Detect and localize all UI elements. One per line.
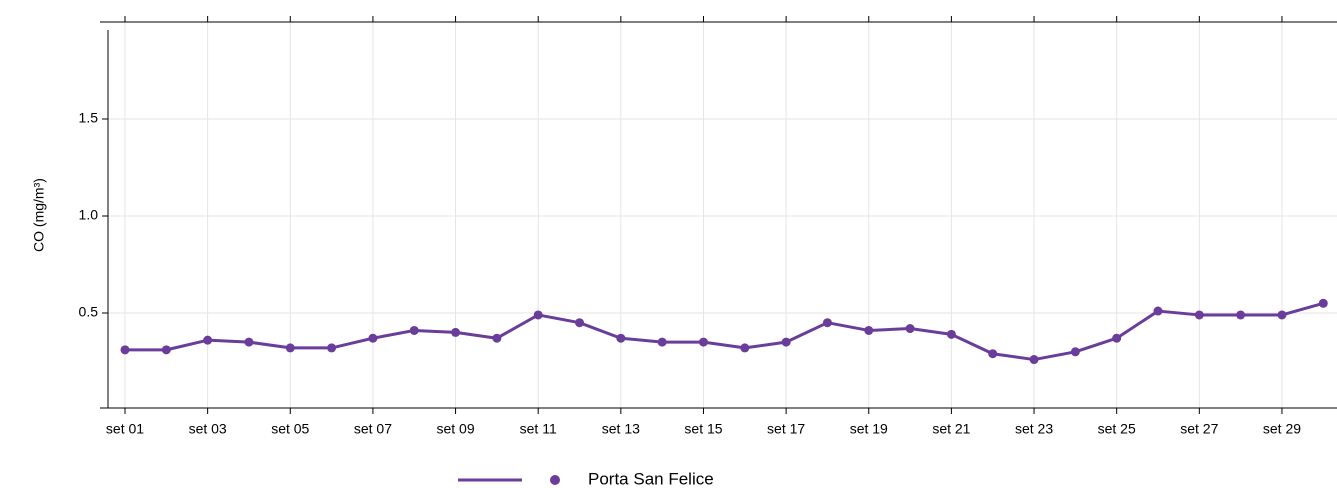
x-tick-label: set 11: [520, 421, 557, 437]
data-point: [492, 333, 502, 343]
data-point: [740, 343, 750, 353]
data-point: [327, 343, 337, 353]
data-point: [698, 337, 708, 347]
x-tick-label: set 27: [1180, 421, 1218, 437]
legend-marker: [550, 475, 560, 485]
data-point: [161, 345, 171, 355]
data-point: [203, 335, 213, 345]
data-point: [905, 324, 915, 334]
y-tick-label: 0.5: [79, 304, 99, 320]
x-tick-label: set 25: [1098, 421, 1136, 437]
data-point: [988, 349, 998, 359]
data-point: [1070, 347, 1080, 357]
data-point: [533, 310, 543, 320]
x-tick-label: set 07: [354, 421, 392, 437]
y-axis-label: CO (mg/m³): [31, 178, 47, 252]
x-tick-label: set 09: [436, 421, 474, 437]
x-tick-label: set 05: [271, 421, 309, 437]
data-point: [409, 325, 419, 335]
data-point: [575, 318, 585, 328]
data-point: [1194, 310, 1204, 320]
data-point: [864, 325, 874, 335]
y-tick-label: 1.0: [79, 207, 99, 223]
data-point: [781, 337, 791, 347]
data-point: [120, 345, 130, 355]
data-point: [1153, 306, 1163, 316]
x-tick-label: set 03: [189, 421, 227, 437]
x-tick-label: set 29: [1263, 421, 1301, 437]
data-point: [1236, 310, 1246, 320]
data-point: [946, 329, 956, 339]
y-tick-label: 1.5: [79, 110, 99, 126]
data-point: [451, 327, 461, 337]
x-tick-label: set 01: [106, 421, 144, 437]
data-point: [368, 333, 378, 343]
x-tick-label: set 21: [932, 421, 970, 437]
legend-label: Porta San Felice: [588, 469, 714, 488]
x-tick-label: set 15: [684, 421, 722, 437]
data-point: [616, 333, 626, 343]
x-tick-label: set 19: [850, 421, 888, 437]
data-point: [657, 337, 667, 347]
series-line: [125, 301, 1324, 362]
x-tick-label: set 13: [602, 421, 640, 437]
data-point: [285, 343, 295, 353]
data-point: [1029, 355, 1039, 365]
x-tick-label: set 17: [767, 421, 805, 437]
data-point: [244, 337, 254, 347]
data-point: [1318, 298, 1328, 308]
data-point: [1112, 333, 1122, 343]
data-point: [1277, 310, 1287, 320]
x-tick-label: set 23: [1015, 421, 1053, 437]
data-point: [822, 318, 832, 328]
